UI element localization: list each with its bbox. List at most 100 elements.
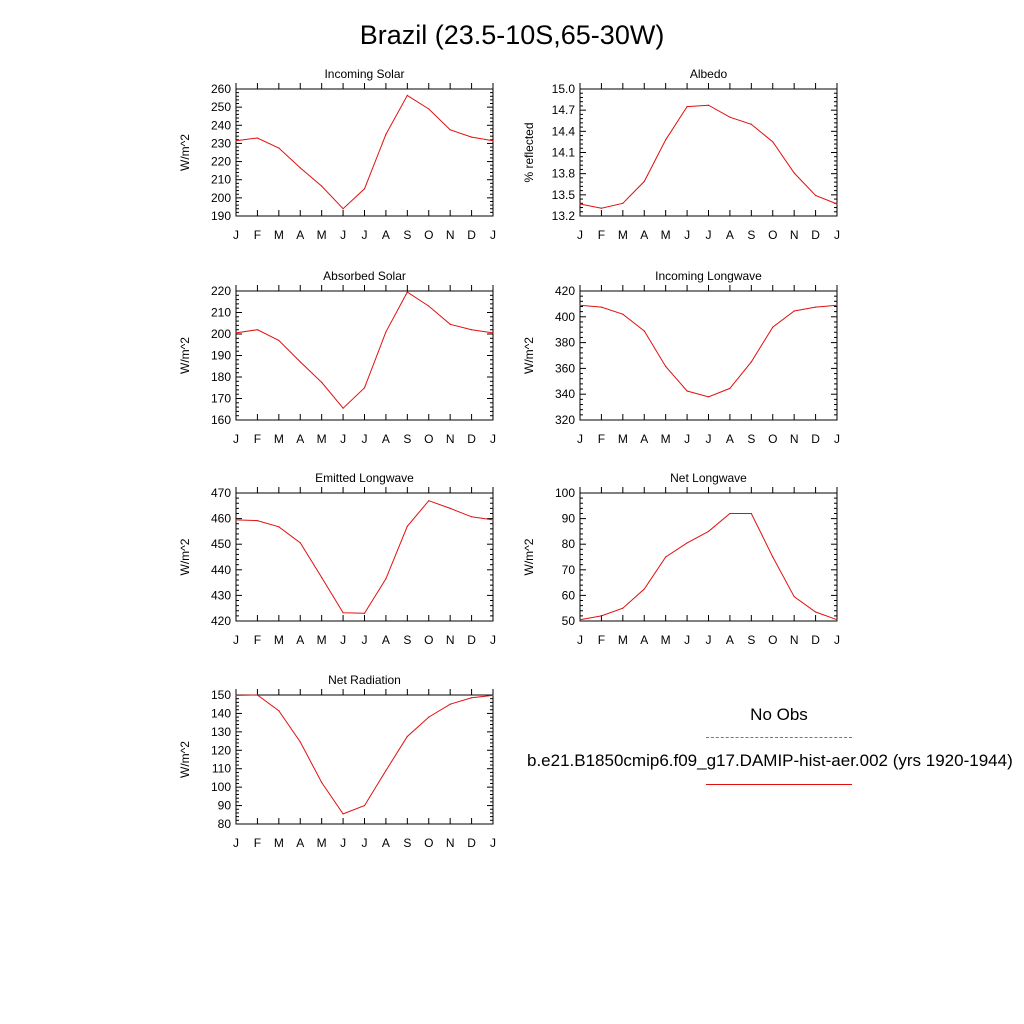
data-point (385, 769, 387, 772)
x-tick-label: A (726, 228, 734, 242)
data-point (385, 578, 387, 580)
y-axis-label: % reflected (522, 122, 536, 182)
data-point (449, 129, 451, 131)
x-tick-label: M (274, 836, 284, 850)
data-point (406, 735, 408, 738)
y-tick-label: 250 (211, 100, 231, 114)
x-tick-label: A (382, 633, 390, 647)
y-tick-label: 460 (211, 512, 231, 526)
x-tick-label: J (684, 228, 690, 242)
x-tick-label: A (382, 228, 390, 242)
x-tick-label: J (490, 228, 496, 242)
y-tick-label: 170 (211, 392, 231, 406)
data-point (235, 694, 237, 696)
data-point (707, 104, 710, 106)
x-tick-label: S (747, 432, 755, 446)
x-tick-label: J (340, 228, 346, 242)
x-tick-label: O (424, 228, 433, 242)
y-tick-label: 380 (555, 336, 575, 350)
y-tick-label: 180 (211, 370, 231, 384)
x-tick-label: J (706, 633, 712, 647)
legend-model-line (706, 784, 852, 785)
panel-title: Absorbed Solar (323, 269, 406, 283)
panel-title: Net Longwave (670, 471, 747, 485)
data-point (686, 390, 688, 392)
x-tick-label: O (768, 432, 777, 446)
y-tick-label: 13.2 (552, 209, 576, 223)
legend-obs-line (706, 737, 852, 738)
data-point (470, 697, 473, 699)
data-point (643, 330, 645, 332)
legend-model-label: b.e21.B1850cmip6.f09_g17.DAMIP-hist-aer.… (527, 751, 1013, 770)
y-tick-label: 190 (211, 209, 231, 223)
data-point (406, 291, 408, 293)
y-tick-label: 14.7 (552, 103, 576, 117)
data-point (600, 615, 603, 617)
x-tick-label: J (490, 633, 496, 647)
x-tick-label: S (403, 432, 411, 446)
x-tick-label: D (811, 633, 820, 647)
panel-0: Incoming Solar W/m^2 190 200 210 220 230 240 250… (178, 67, 496, 242)
x-tick-label: A (296, 836, 304, 850)
x-tick-label: J (684, 633, 690, 647)
y-tick-label: 14.1 (552, 146, 576, 160)
x-tick-label: F (598, 432, 605, 446)
x-tick-label: J (233, 432, 239, 446)
x-tick-label: A (640, 633, 648, 647)
data-point (665, 556, 667, 558)
y-tick-label: 90 (218, 799, 232, 813)
x-tick-label: S (747, 228, 755, 242)
y-tick-label: 230 (211, 136, 231, 150)
x-tick-label: M (274, 432, 284, 446)
x-tick-label: S (747, 633, 755, 647)
x-tick-label: O (424, 836, 433, 850)
x-tick-label: M (618, 228, 628, 242)
y-tick-label: 340 (555, 387, 575, 401)
x-tick-label: F (598, 228, 605, 242)
y-tick-label: 430 (211, 588, 231, 602)
data-point (235, 519, 237, 521)
data-point (406, 525, 408, 527)
panel-title: Incoming Solar (324, 67, 404, 81)
x-tick-label: J (340, 836, 346, 850)
data-point (470, 136, 473, 138)
data-point (278, 147, 280, 149)
y-tick-label: 130 (211, 725, 231, 739)
panel-2: Absorbed Solar W/m^2 160 170 180 190 200 210 220… (178, 269, 496, 446)
data-point (622, 202, 624, 204)
x-tick-label: M (618, 432, 628, 446)
data-point (278, 526, 280, 528)
data-point (235, 140, 237, 142)
data-point (428, 305, 430, 307)
data-point (406, 94, 408, 96)
data-point (492, 519, 494, 521)
plot-frame (579, 88, 838, 217)
x-tick-label: N (790, 633, 799, 647)
panel-title: Incoming Longwave (655, 269, 762, 283)
data-point (492, 140, 494, 142)
x-tick-label: M (661, 432, 671, 446)
y-tick-label: 110 (212, 762, 231, 776)
y-tick-label: 210 (211, 173, 231, 187)
y-axis-label: W/m^2 (178, 337, 192, 374)
data-point (772, 326, 774, 328)
data-point (643, 588, 645, 590)
x-tick-label: J (362, 432, 368, 446)
data-point (363, 188, 366, 190)
data-point (385, 331, 387, 333)
x-tick-label: M (274, 633, 284, 647)
data-point (492, 694, 494, 696)
plot-frame (235, 88, 494, 217)
data-point (750, 361, 752, 363)
data-point (600, 207, 603, 209)
series-line (579, 304, 838, 398)
x-tick-label: J (834, 432, 840, 446)
data-point (729, 512, 731, 515)
legend-obs-label: No Obs (750, 705, 808, 724)
x-tick-label: S (403, 228, 411, 242)
x-tick-label: A (640, 432, 648, 446)
x-tick-label: O (768, 228, 777, 242)
data-point (579, 619, 581, 621)
x-tick-label: J (577, 228, 583, 242)
